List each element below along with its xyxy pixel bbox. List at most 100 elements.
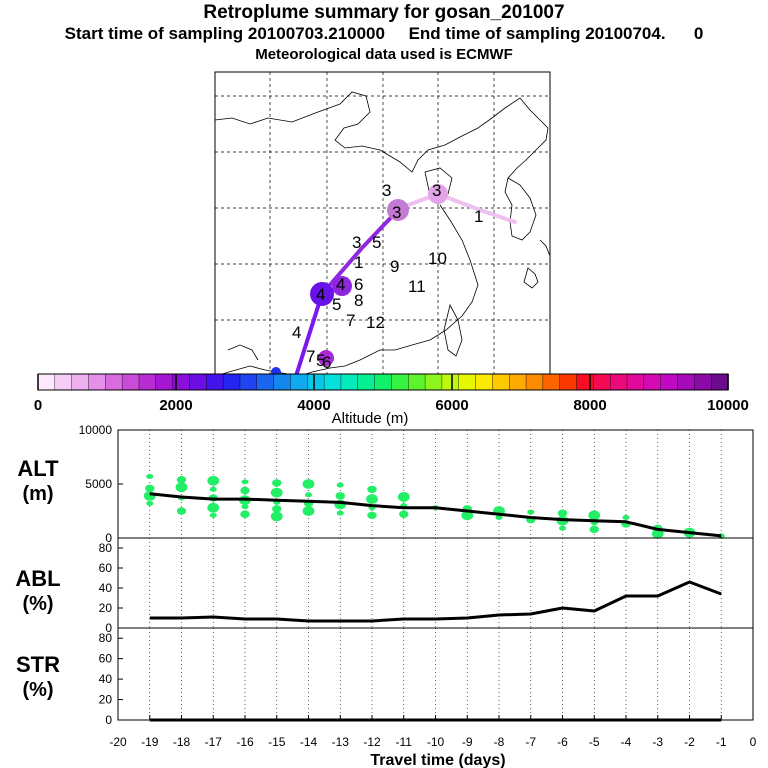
- map-label: 7: [346, 311, 355, 330]
- colorbar-cell: [357, 373, 376, 391]
- scatter-point: [146, 500, 154, 506]
- map-label: 4: [316, 285, 325, 304]
- x-tick-label: 0: [750, 735, 757, 749]
- colorbar-tick-label: 2000: [159, 397, 192, 414]
- trajectory-circles: [271, 184, 448, 377]
- x-tick-label: -5: [589, 735, 600, 749]
- colorbar-cell: [576, 373, 595, 391]
- map-label: 10: [428, 249, 447, 268]
- x-axis-label: Travel time (days): [370, 752, 505, 768]
- colorbar-cell: [626, 373, 645, 391]
- scatter-point: [207, 475, 220, 486]
- colorbar-cell: [492, 373, 510, 391]
- colorbar-cell: [694, 373, 712, 391]
- colorbar-cell: [323, 373, 342, 391]
- map-label: 3: [382, 181, 391, 200]
- colorbar-cell: [374, 373, 393, 391]
- y-tick-label: 40: [99, 672, 113, 686]
- scatter-point: [367, 485, 377, 494]
- scatter-point: [557, 509, 568, 517]
- scatter-point: [146, 473, 154, 479]
- x-tick-label: -18: [173, 735, 191, 749]
- colorbar-cell: [37, 373, 56, 391]
- colorbar-cell: [239, 373, 258, 391]
- trajectory-labels: 3 3 3 1 3 5 1 9 10 4 6 4 5 8 11 7 12 4 7…: [292, 181, 483, 372]
- x-tick-label: -1: [716, 735, 727, 749]
- colorbar-cell: [172, 373, 191, 391]
- scatter-point: [240, 486, 250, 495]
- scatter-point: [270, 511, 283, 522]
- abl-panel-unit: (%): [22, 593, 53, 615]
- map-label: 8: [354, 291, 363, 310]
- scatter-point: [336, 482, 344, 488]
- map-label: 9: [390, 257, 399, 276]
- scatter-point: [272, 479, 282, 487]
- y-tick-label: 0: [105, 531, 112, 545]
- colorbar-cell: [105, 373, 123, 391]
- map-label: 1: [474, 207, 483, 226]
- x-tick-label: -13: [332, 735, 350, 749]
- str-frame: [117, 627, 754, 721]
- colorbar-cell: [121, 373, 140, 391]
- scatter-point: [241, 504, 249, 510]
- colorbar-tick-label: 6000: [435, 397, 468, 414]
- colorbar-cell: [54, 373, 73, 391]
- map-label: 5: [372, 233, 381, 252]
- colorbar-cell: [273, 373, 292, 391]
- scatter-point: [651, 528, 664, 539]
- map-label: 5: [316, 351, 325, 370]
- colorbar-cell: [222, 373, 241, 391]
- x-tick-label: -7: [525, 735, 536, 749]
- abl-series-line: [149, 580, 722, 623]
- scatter-point: [366, 494, 378, 505]
- colorbar-cell: [189, 373, 207, 391]
- colorbar-cell: [677, 373, 696, 391]
- map-label: 3: [392, 203, 401, 222]
- scatter-point: [143, 490, 156, 501]
- colorbar-cell: [593, 373, 611, 391]
- colorbar-cell: [340, 373, 359, 391]
- map-label: 4: [292, 323, 301, 342]
- x-tick-label: -12: [363, 735, 381, 749]
- y-tick-label: 5000: [85, 477, 112, 491]
- colorbar-tick-label: 8000: [573, 397, 606, 414]
- scatter-point: [622, 514, 630, 520]
- colorbar-cell: [525, 373, 544, 391]
- altitude-colorbar: 0 2000 4000 6000 8000 10000 Altitude (m): [34, 373, 749, 427]
- scatter-point: [495, 514, 503, 520]
- map-label: 6: [322, 353, 331, 372]
- colorbar-cell: [391, 373, 409, 391]
- colorbar-tick-label: 0: [34, 397, 42, 414]
- map-label: 5: [332, 295, 341, 314]
- abl-panel-label: ABL: [15, 566, 60, 591]
- scatter-point: [335, 492, 345, 500]
- colorbar-cell: [88, 373, 107, 391]
- x-tick-label: -15: [268, 735, 286, 749]
- y-tick-label: 40: [99, 581, 113, 595]
- scatter-point: [589, 525, 599, 534]
- colorbar-cell: [643, 373, 662, 391]
- colorbar-cell: [660, 373, 679, 391]
- y-tick-label: 20: [99, 601, 113, 615]
- scatter-point: [145, 484, 155, 493]
- sampling-time-line: Start time of sampling 20100703.210000 E…: [64, 24, 704, 43]
- colorbar-cell: [424, 373, 443, 391]
- y-tick-label: 10000: [79, 423, 113, 437]
- map-label: 3: [432, 181, 441, 200]
- scatter-point: [367, 511, 377, 520]
- colorbar-cell: [138, 373, 157, 391]
- map-label: 11: [408, 277, 426, 296]
- scatter-point: [241, 479, 249, 485]
- colorbar-cell: [458, 373, 477, 391]
- y-tick-label: 80: [99, 541, 113, 555]
- x-tick-label: -17: [205, 735, 223, 749]
- map-label: 7: [306, 347, 315, 366]
- colorbar-cell: [206, 373, 224, 391]
- colorbar-tick-label: 10000: [707, 397, 749, 414]
- x-tick-label: -10: [427, 735, 445, 749]
- x-tick-label: -6: [557, 735, 568, 749]
- colorbar-label: Altitude (m): [332, 410, 409, 427]
- page-title: Retroplume summary for gosan_201007: [203, 2, 565, 23]
